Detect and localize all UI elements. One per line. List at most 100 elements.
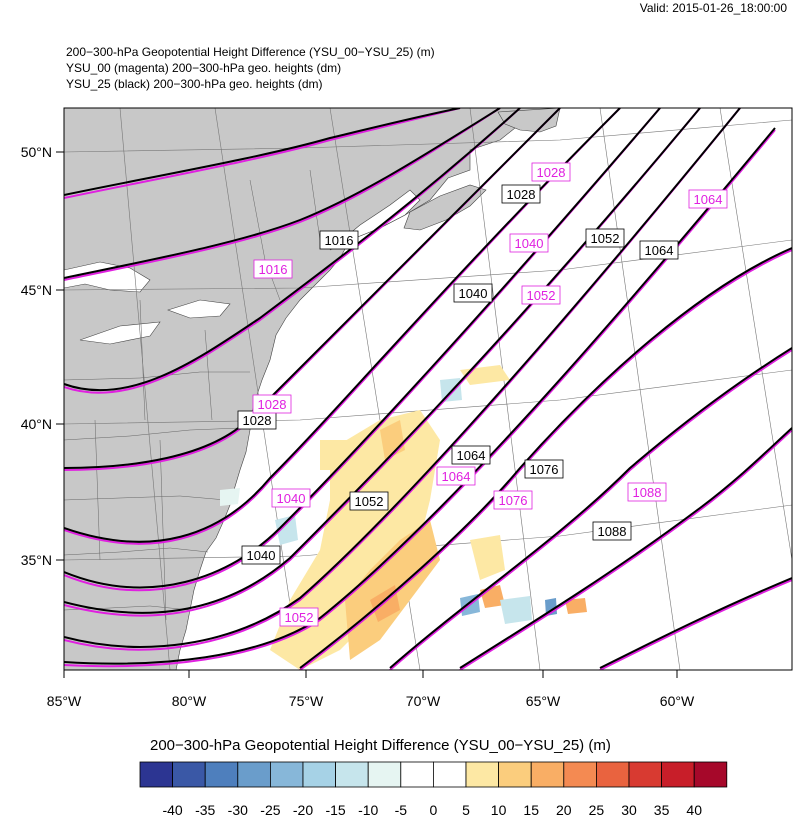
contour-label-magenta: 1052	[521, 285, 561, 305]
lon-axis: 85°W 80°W 75°W 70°W 65°W 60°W	[47, 670, 695, 709]
svg-text:1064: 1064	[645, 243, 674, 258]
colorbar-label: 0	[430, 802, 438, 818]
svg-text:1028: 1028	[537, 165, 566, 180]
svg-text:1052: 1052	[285, 610, 314, 625]
colorbar-swatch	[139, 761, 173, 788]
svg-text:1028: 1028	[258, 397, 287, 412]
svg-text:1076: 1076	[499, 493, 528, 508]
colorbar-swatch	[465, 761, 499, 788]
svg-text:1088: 1088	[598, 524, 627, 539]
colorbar-label: -30	[228, 802, 248, 818]
colorbar-swatch	[563, 761, 597, 788]
colorbar-label: 40	[686, 802, 702, 818]
svg-text:1064: 1064	[457, 448, 486, 463]
contour-label-magenta: 1028	[252, 394, 292, 414]
lon-label: 75°W	[289, 693, 324, 709]
lon-label: 70°W	[406, 693, 441, 709]
svg-text:1052: 1052	[591, 231, 620, 246]
lat-axis: 50°N 45°N 40°N 35°N	[21, 144, 64, 568]
contour-label-black: 1076	[524, 459, 564, 479]
colorbar-label: 25	[589, 802, 605, 818]
colorbar-label: -40	[162, 802, 182, 818]
colorbar: -40 -35 -30 -25 -20 -15 -10 -5 0 5 10 15 20 25 30 35 40	[139, 761, 728, 818]
contour-label-magenta: 1040	[509, 233, 549, 253]
land-north-america	[64, 108, 561, 670]
contour-label-black: 1016	[319, 230, 359, 250]
colorbar-swatch	[269, 761, 304, 788]
svg-text:1040: 1040	[247, 548, 276, 563]
lat-label: 35°N	[21, 552, 52, 568]
valid-time: Valid: 2015-01-26_18:00:00	[639, 1, 787, 15]
colorbar-label: 5	[462, 802, 470, 818]
svg-text:1076: 1076	[530, 462, 559, 477]
svg-text:1064: 1064	[442, 469, 471, 484]
colorbar-swatch	[237, 761, 271, 788]
svg-text:1028: 1028	[507, 187, 536, 202]
colorbar-swatch	[628, 761, 662, 788]
colorbar-swatch	[693, 761, 728, 788]
colorbar-swatch	[661, 761, 695, 788]
contour-label-black: 1088	[592, 521, 632, 541]
contour-label-black: 1052	[349, 491, 389, 511]
lon-label: 65°W	[526, 693, 561, 709]
colorbar-label: 20	[556, 802, 572, 818]
svg-text:1088: 1088	[633, 485, 662, 500]
contour-label-magenta: 1076	[493, 490, 533, 510]
colorbar-swatch	[335, 761, 369, 788]
colorbar-swatch	[530, 761, 565, 788]
svg-text:1040: 1040	[515, 236, 544, 251]
svg-text:1040: 1040	[459, 286, 488, 301]
svg-text:1052: 1052	[527, 288, 556, 303]
title-line-3: YSU_25 (black) 200−300-hPa geo. heights …	[66, 77, 323, 91]
contour-labels-black: 1016 1028 1028 1040 1040 1052	[237, 184, 679, 565]
colorbar-label: 30	[621, 802, 637, 818]
lat-label: 40°N	[21, 416, 52, 432]
title-line-2: YSU_00 (magenta) 200−300-hPa geo. height…	[66, 61, 342, 75]
contour-label-magenta: 1052	[279, 607, 319, 627]
svg-text:1052: 1052	[355, 494, 384, 509]
colorbar-label: -20	[293, 802, 313, 818]
contour-label-magenta: 1064	[436, 466, 476, 486]
map-area: 1016 1028 1028 1040 1040 1052	[64, 108, 792, 670]
colorbar-label: -5	[395, 802, 408, 818]
contour-label-black: 1064	[451, 445, 491, 465]
contour-label-black: 1028	[501, 184, 541, 204]
svg-text:1016: 1016	[325, 233, 354, 248]
colorbar-label: -25	[260, 802, 280, 818]
colorbar-swatch	[172, 761, 206, 788]
colorbar-swatch	[367, 761, 402, 788]
colorbar-swatch	[400, 761, 434, 788]
contour-label-magenta: 1016	[253, 259, 293, 279]
colorbar-label: -10	[358, 802, 378, 818]
lon-label: 80°W	[172, 693, 207, 709]
colorbar-label: -15	[325, 802, 345, 818]
lon-label: 60°W	[660, 693, 695, 709]
land-nova-scotia	[403, 184, 487, 231]
contour-label-black: 1052	[585, 228, 625, 248]
colorbar-swatch	[302, 761, 336, 788]
title-line-1: 200−300-hPa Geopotential Height Differen…	[66, 45, 435, 59]
colorbar-title: 200−300-hPa Geopotential Height Differen…	[150, 737, 611, 754]
svg-text:1040: 1040	[277, 491, 306, 506]
svg-text:1016: 1016	[259, 262, 288, 277]
lake-huron	[64, 261, 151, 293]
colorbar-swatch	[432, 761, 467, 788]
lat-label: 50°N	[21, 144, 52, 160]
ysu25-contours	[64, 108, 792, 669]
contour-label-magenta: 1040	[271, 488, 311, 508]
lake-ontario	[167, 299, 231, 319]
colorbar-label: -35	[195, 802, 215, 818]
lake-erie	[79, 321, 161, 345]
contour-label-black: 1064	[639, 240, 679, 260]
colorbar-label: 10	[491, 802, 507, 818]
lat-label: 45°N	[21, 282, 52, 298]
colorbar-label: 35	[654, 802, 670, 818]
svg-text:1028: 1028	[243, 413, 272, 428]
contour-labels-magenta: 1016 1028 1028 1040 1040 1052	[252, 162, 728, 627]
contour-label-black: 1028	[237, 410, 277, 430]
contour-label-magenta: 1028	[531, 162, 571, 182]
contour-label-black: 1040	[453, 283, 493, 303]
plot-frame	[63, 107, 793, 671]
lon-label: 85°W	[47, 693, 82, 709]
